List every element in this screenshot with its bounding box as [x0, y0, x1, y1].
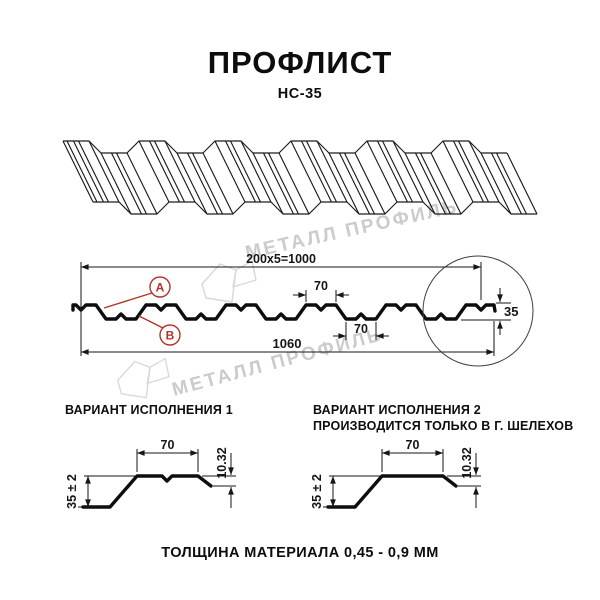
sheet-back-edge [63, 140, 507, 154]
variant-2-heading: ВАРИАНТ ИСПОЛНЕНИЯ 2 ПРОИЗВОДИТСЯ ТОЛЬКО… [313, 403, 573, 434]
detail-view-circle [422, 255, 534, 367]
page-title: ПРОФЛИСТ [207, 45, 393, 80]
sheet-3d-drawing [62, 140, 538, 215]
callout-b-label: В [166, 329, 175, 343]
variant1-dim-lip-label: 10.32 [215, 447, 229, 478]
sheet-front-edge [93, 201, 537, 215]
dim-total-width: 1060 [81, 321, 495, 356]
dim-valley-label: 70 [354, 322, 368, 336]
watermark-layer: МЕТАЛЛ ПРОФИЛЬ МЕТАЛЛ ПРОФИЛЬ [117, 196, 460, 401]
dim-profile-height: 35 [461, 288, 518, 335]
dim-crest-width: 70 [293, 279, 349, 302]
variant-1-heading: ВАРИАНТ ИСПОЛНЕНИЯ 1 [65, 403, 233, 419]
dim-height-label: 35 [504, 304, 518, 319]
callout-b-circle [159, 324, 181, 346]
variant-2-subtitle: ПРОИЗВОДИТСЯ ТОЛЬКО В Г. ШЕЛЕХОВ [313, 418, 574, 433]
material-thickness-note: ТОЛЩИНА МАТЕРИАЛА 0,45 - 0,9 ММ [161, 545, 439, 561]
callout-a-circle [149, 276, 171, 298]
dim-module-label: 200x5=1000 [246, 252, 316, 266]
variant2-dim-top: 70 [381, 438, 444, 472]
dim-crest-label: 70 [314, 279, 328, 293]
variant1-dim-height: 35 ± 2 [65, 474, 137, 509]
cross-section-drawing: 200x5=1000 1060 70 70 [71, 252, 534, 367]
variant1-dim-top: 70 [136, 438, 199, 472]
watermark-logo-lower [117, 357, 170, 399]
variant2-dim-height-label: 35 ± 2 [310, 474, 324, 509]
leader-line [138, 315, 164, 329]
logo-shape [232, 260, 257, 288]
variant2-dim-height: 35 ± 2 [310, 474, 382, 509]
logo-shape [201, 263, 237, 303]
sheet-stiffening-ribs [72, 140, 528, 215]
dim-valley-width: 70 [333, 322, 389, 340]
callout-a-label: А [156, 281, 165, 295]
variant1-dim-lip: 10.32 [202, 447, 236, 508]
leader-line [103, 292, 153, 309]
callout-a: А [103, 276, 171, 309]
profile-model-subtitle: НС-35 [277, 86, 323, 102]
variant2-profile-line [326, 474, 458, 509]
variant1-profile-line [81, 474, 213, 509]
variant1-dim-height-label: 35 ± 2 [65, 474, 79, 509]
variant-2-title: ВАРИАНТ ИСПОЛНЕНИЯ 2 [313, 403, 481, 417]
variant2-dim-lip: 10.32 [447, 447, 481, 508]
variant-1-drawing: 70 35 ± 2 10.32 [65, 438, 236, 509]
callout-b: В [138, 315, 181, 346]
logo-shape [117, 360, 151, 399]
variant-1-title: ВАРИАНТ ИСПОЛНЕНИЯ 1 [65, 403, 233, 417]
variant2-dim-top-label: 70 [406, 438, 420, 452]
variant1-dim-top-label: 70 [161, 438, 175, 452]
section-profile-line [71, 303, 497, 321]
variant2-dim-lip-label: 10.32 [460, 447, 474, 478]
dim-total-label: 1060 [273, 336, 302, 351]
dim-module-width: 200x5=1000 [80, 252, 482, 356]
sheet-bend-edges [62, 140, 538, 215]
logo-shape [146, 357, 170, 385]
variant-2-drawing: 70 35 ± 2 10.32 [310, 438, 481, 509]
